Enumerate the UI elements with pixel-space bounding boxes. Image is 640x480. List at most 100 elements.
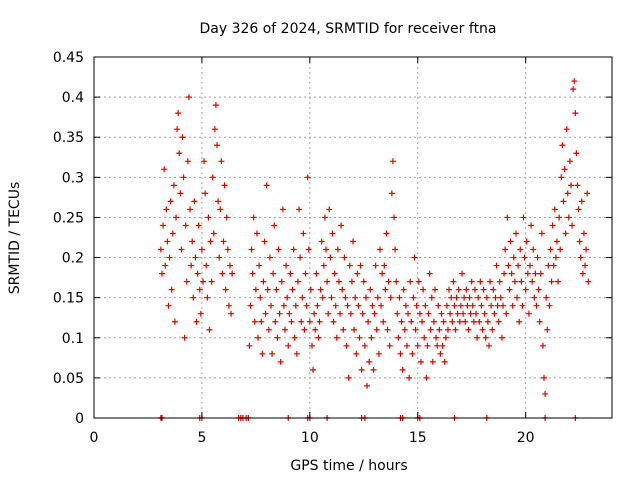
data-point <box>347 310 354 317</box>
data-point <box>317 286 324 293</box>
data-point <box>161 166 168 173</box>
data-point <box>361 342 368 349</box>
data-point <box>408 318 415 325</box>
data-point <box>474 334 481 341</box>
data-point <box>535 286 542 293</box>
data-point <box>193 318 200 325</box>
data-point <box>329 230 336 237</box>
data-point <box>430 318 437 325</box>
data-point <box>460 310 467 317</box>
data-point <box>279 206 286 213</box>
data-point <box>305 246 312 253</box>
data-point <box>415 278 422 285</box>
data-point <box>478 302 485 309</box>
data-point <box>501 270 508 277</box>
data-point <box>426 270 433 277</box>
data-point <box>533 302 540 309</box>
data-point <box>198 246 205 253</box>
data-point <box>412 326 419 333</box>
data-point <box>219 270 226 277</box>
data-point <box>252 286 259 293</box>
data-point <box>489 326 496 333</box>
data-point <box>217 206 224 213</box>
x-tick-label: 15 <box>409 430 427 446</box>
data-point <box>406 374 413 381</box>
data-point <box>386 342 393 349</box>
data-point <box>160 222 167 229</box>
data-point <box>287 270 294 277</box>
y-tick-label: 0.05 <box>53 371 84 387</box>
data-point <box>458 270 465 277</box>
data-point <box>283 262 290 269</box>
data-point <box>424 342 431 349</box>
data-point <box>575 206 582 213</box>
data-point <box>296 206 303 213</box>
data-point <box>195 222 202 229</box>
data-point <box>306 318 313 325</box>
data-point <box>571 78 578 85</box>
data-point <box>580 230 587 237</box>
data-point <box>399 366 406 373</box>
data-point <box>374 294 381 301</box>
data-point <box>466 294 473 301</box>
data-point <box>187 206 194 213</box>
data-point <box>414 342 421 349</box>
data-point <box>381 262 388 269</box>
data-point <box>464 302 471 309</box>
data-point <box>215 198 222 205</box>
data-point <box>339 286 346 293</box>
data-point <box>218 158 225 165</box>
data-point <box>442 334 449 341</box>
data-point <box>526 262 533 269</box>
data-point <box>383 230 390 237</box>
data-point <box>224 246 231 253</box>
data-point <box>483 294 490 301</box>
y-tick-label: 0.2 <box>62 251 84 267</box>
data-point <box>372 262 379 269</box>
data-point <box>246 342 253 349</box>
data-point <box>331 270 338 277</box>
data-point <box>226 262 233 269</box>
data-point <box>185 94 192 101</box>
data-point <box>434 342 441 349</box>
data-point <box>522 286 529 293</box>
data-point <box>223 214 230 221</box>
data-point <box>341 254 348 261</box>
data-point <box>552 254 559 261</box>
data-point <box>378 302 385 309</box>
data-point <box>396 294 403 301</box>
data-point <box>269 350 276 357</box>
data-point <box>368 334 375 341</box>
data-point <box>525 310 532 317</box>
data-point <box>282 326 289 333</box>
data-point <box>492 294 499 301</box>
data-point <box>367 286 374 293</box>
data-point <box>530 246 537 253</box>
data-point <box>449 318 456 325</box>
data-point <box>481 310 488 317</box>
data-point <box>521 254 528 261</box>
data-point <box>303 302 310 309</box>
data-point <box>479 326 486 333</box>
data-point <box>338 222 345 229</box>
data-point <box>471 286 478 293</box>
x-tick-label: 5 <box>197 430 206 446</box>
chart-title: Day 326 of 2024, SRMTID for receiver ftn… <box>199 21 496 37</box>
data-point <box>480 286 487 293</box>
data-point <box>491 310 498 317</box>
data-point <box>382 286 389 293</box>
data-point <box>514 294 521 301</box>
data-point <box>182 222 189 229</box>
y-tick-label: 0.4 <box>62 90 84 106</box>
data-point <box>197 310 204 317</box>
data-point <box>362 294 369 301</box>
data-point <box>212 102 219 109</box>
data-point <box>511 278 518 285</box>
x-tick-label: 10 <box>301 430 319 446</box>
data-point <box>166 254 173 261</box>
y-tick-label: 0.1 <box>62 331 84 347</box>
data-point <box>482 334 489 341</box>
data-point <box>469 302 476 309</box>
data-point <box>419 318 426 325</box>
data-point <box>165 302 172 309</box>
